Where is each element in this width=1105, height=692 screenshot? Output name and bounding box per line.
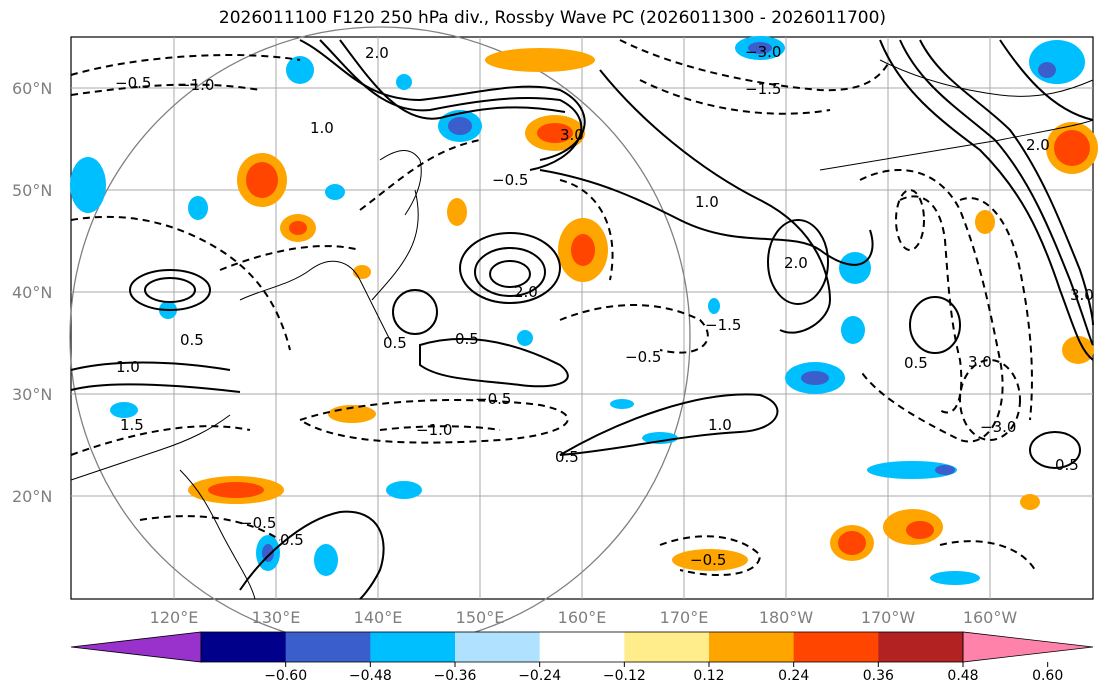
contour-label: 0.5: [180, 331, 204, 349]
colorbar-tick-label: −0.60: [264, 668, 307, 684]
contour-label: −0.5: [625, 348, 661, 366]
contour-label: 3.0: [968, 353, 992, 371]
contour-label: −0.5: [115, 74, 151, 92]
colorbar-segment: [370, 632, 456, 662]
lon-label: 140°E: [354, 608, 403, 627]
lat-label: 20°N: [12, 487, 52, 506]
coastlines: [70, 59, 1094, 600]
contour-label: 1.0: [695, 193, 719, 211]
contour-label: 3.0: [560, 126, 584, 144]
colorbar-cap-right: [962, 631, 1094, 663]
contour-label: 3.0: [1070, 286, 1094, 304]
lon-label: 180°W: [759, 608, 814, 627]
contour-label: 2.0: [514, 283, 538, 301]
contour-label: −1.5: [745, 80, 781, 98]
colorbar: −0.60 −0.48 −0.36 −0.24 −0.12 0.12 0.24 0.36 0.4…: [70, 631, 1094, 684]
contour-label: 2.0: [784, 254, 808, 272]
colorbar-tick-label: 0.48: [947, 668, 978, 684]
lon-label: 120°E: [150, 608, 199, 627]
contour-label: −3.0: [745, 43, 781, 61]
contour-label: 0.5: [383, 334, 407, 352]
colorbar-cap-left: [70, 631, 202, 663]
dashed-contours: [70, 39, 1036, 576]
lon-label: 130°E: [252, 608, 301, 627]
contour-label: 0.5: [1055, 456, 1079, 474]
contour-label: 1.0: [116, 358, 140, 376]
colorbar-segment: [793, 632, 879, 662]
colorbar-segment: [539, 632, 625, 662]
shaded-patches: [70, 36, 1098, 585]
contour-label: 0.5: [455, 330, 479, 348]
colorbar-tick-label: 0.60: [1032, 668, 1063, 684]
colorbar-outline: [200, 631, 964, 663]
contour-label: −0.5: [492, 171, 528, 189]
contour-label: −1.0: [178, 76, 214, 94]
contour-label: 1.0: [708, 416, 732, 434]
contour-label: 1.0: [310, 119, 334, 137]
plot-title: 2026011100 F120 250 hPa div., Rossby Wav…: [218, 8, 887, 28]
lat-label: 40°N: [12, 283, 52, 302]
contour-label: −1.0: [416, 421, 452, 439]
lon-label: 170°E: [660, 608, 709, 627]
contour-label: 1.5: [120, 416, 144, 434]
colorbar-tick-label: 0.12: [693, 668, 724, 684]
latitude-labels: 60°N 50°N 40°N 30°N 20°N: [12, 79, 52, 506]
contour-label: 0.5: [904, 354, 928, 372]
lat-label: 30°N: [12, 385, 52, 404]
contour-label: −0.5: [690, 551, 726, 569]
colorbar-tick-label: 0.36: [863, 668, 894, 684]
contour-labels: 2.0 −1.0 −0.5 3.0 −3.0 −1.5 −0.5 1.0 2.0…: [115, 43, 1094, 569]
contour-label: −3.0: [980, 418, 1016, 436]
colorbar-segment: [624, 632, 710, 662]
contour-label: −0.5: [475, 390, 511, 408]
contour-label: −0.5: [240, 514, 276, 532]
colorbar-tick-label: −0.12: [603, 668, 646, 684]
contour-label: 0.5: [280, 531, 304, 549]
solid-contours: [70, 39, 1094, 600]
colorbar-tick-label: −0.24: [518, 668, 561, 684]
colorbar-segment: [455, 632, 541, 662]
contour-label: 2.0: [365, 44, 389, 62]
longitude-labels: 120°E 130°E 140°E 150°E 160°E 170°E 180°…: [150, 608, 1018, 627]
colorbar-tick-label: −0.36: [434, 668, 477, 684]
colorbar-segment: [201, 632, 287, 662]
lon-label: 160°W: [963, 608, 1018, 627]
contour-label: 0.5: [555, 448, 579, 466]
colorbar-segment: [285, 632, 371, 662]
contour-label: −1.5: [705, 316, 741, 334]
lat-label: 60°N: [12, 79, 52, 98]
lat-label: 50°N: [12, 181, 52, 200]
colorbar-tick-label: −0.48: [349, 668, 392, 684]
colorbar-segment: [709, 632, 795, 662]
lon-label: 160°E: [558, 608, 607, 627]
colorbar-tick-label: 0.24: [778, 668, 809, 684]
colorbar-segment: [878, 632, 964, 662]
contour-label: 2.0: [1026, 136, 1050, 154]
lon-label: 150°E: [456, 608, 505, 627]
lon-label: 170°W: [861, 608, 916, 627]
